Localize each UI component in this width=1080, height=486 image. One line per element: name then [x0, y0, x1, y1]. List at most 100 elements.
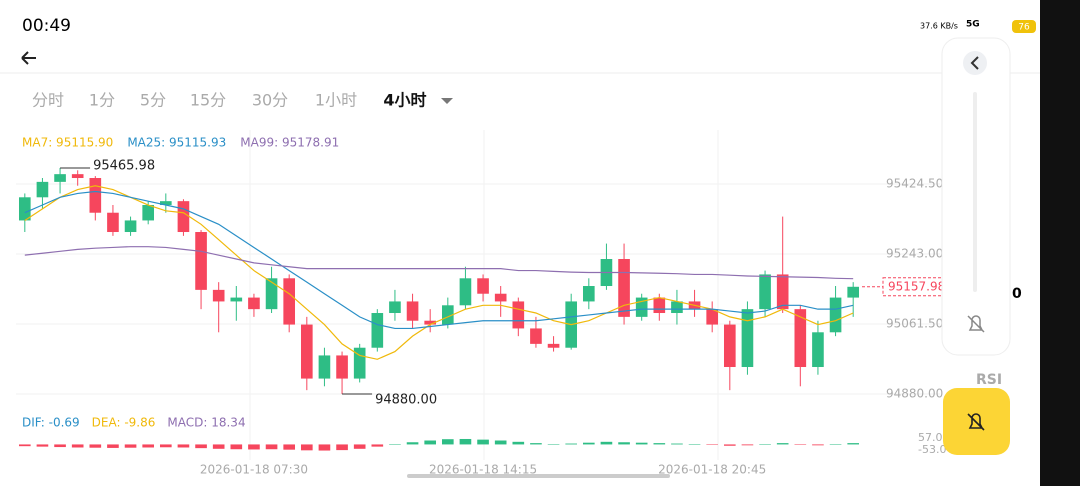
ma-line [24, 246, 854, 280]
macd-bar [336, 444, 348, 451]
candle-body [706, 309, 719, 325]
macd-bar [829, 444, 842, 445]
candle-body [759, 274, 771, 310]
candle-body [477, 278, 489, 294]
macd-tick-label: 57.0 [918, 431, 943, 444]
candle-body [847, 286, 860, 298]
ma-line [24, 185, 854, 360]
candle-body [283, 278, 296, 325]
candle-body [159, 201, 172, 206]
candle-body [794, 309, 807, 368]
candle-body [530, 328, 542, 344]
candle-body [230, 297, 243, 302]
macd-bar [723, 444, 736, 446]
candle-body [829, 297, 842, 333]
mute-icon[interactable] [967, 315, 985, 333]
candle-body [653, 297, 666, 314]
last-price-box [882, 277, 944, 297]
y-tick-label: 95061.50 [886, 317, 943, 331]
candle-body [459, 278, 472, 306]
macd-bar [565, 443, 578, 445]
macd-bar [794, 444, 807, 445]
macd-bar [706, 444, 719, 445]
candle-body [18, 197, 31, 221]
macd-bar [671, 443, 683, 445]
candle-body [547, 343, 560, 348]
macd-bar [477, 439, 489, 445]
candle-body [389, 301, 401, 314]
candle-body [212, 289, 225, 302]
macd-bar [300, 444, 313, 451]
macd-legend: DIF: -0.69 [22, 416, 80, 430]
y-tick-label: 94880.00 [886, 387, 943, 401]
home-bar [407, 474, 670, 478]
cut-label: 0 [1012, 286, 1022, 302]
macd-bar [653, 443, 666, 445]
clock: 00:49 [22, 16, 71, 36]
candle-body [248, 297, 260, 310]
ma-line [24, 190, 854, 330]
chevron [970, 56, 979, 70]
candle-body [671, 301, 683, 314]
interval-tab[interactable]: 分时 [32, 91, 64, 110]
interval-tab[interactable]: 30分 [252, 91, 288, 110]
legend-entry: MA7: 95115.90 [22, 136, 113, 150]
macd-bar [177, 444, 190, 448]
max-label: 95465.98 [93, 158, 155, 173]
macd-bar [688, 444, 701, 445]
interval-tab[interactable]: 15分 [190, 91, 226, 110]
candle-body [336, 355, 348, 379]
macd-bar [759, 444, 771, 445]
dropdown [441, 98, 453, 104]
macd-bar [389, 444, 401, 445]
candle-body [494, 293, 507, 302]
interval-tab[interactable]: 1小时 [315, 91, 357, 110]
candle-body [54, 174, 66, 182]
candle-body [195, 232, 207, 290]
candle-body [512, 301, 525, 329]
candle-body [124, 220, 137, 233]
macd-tick-label: -53.0 [918, 443, 946, 456]
battery [1012, 20, 1036, 33]
macd-bar [424, 440, 437, 445]
legend-entry: MA99: 95178.91 [240, 136, 339, 150]
edge [1040, 0, 1080, 486]
macd-bar [600, 441, 613, 445]
candle-body [300, 324, 313, 379]
macd-bar [371, 444, 384, 447]
macd-bar [248, 444, 260, 450]
speed: 37.6 KB/s [920, 22, 958, 31]
macd-bar [283, 444, 296, 450]
candle-body [107, 212, 119, 233]
candle-body [582, 286, 595, 302]
network: 5G [966, 20, 980, 30]
macd-bar [230, 444, 243, 450]
interval-tab[interactable]: 1分 [89, 91, 115, 110]
macd-bar [776, 443, 789, 445]
legend-entry: MA25: 95115.93 [127, 136, 226, 150]
back-button[interactable] [21, 51, 36, 65]
macd-legend: MACD: 18.34 [167, 416, 245, 430]
candle-body [635, 297, 648, 317]
candle-body [36, 181, 49, 198]
candle-body [71, 174, 84, 179]
macd-bar [54, 444, 66, 448]
rsi-label: RSI [976, 372, 1002, 388]
macd-bar [124, 444, 137, 448]
candle-body [353, 347, 366, 379]
macd-bar [812, 444, 824, 446]
interval-tab[interactable]: 4小时 [383, 91, 426, 110]
macd-bar [195, 444, 207, 449]
interval-tab[interactable]: 5分 [140, 91, 166, 110]
macd-bar [847, 443, 860, 445]
x-tick-label: 2026-01-18 20:45 [658, 463, 766, 477]
slider[interactable] [973, 92, 977, 292]
collapse-button[interactable] [963, 51, 987, 75]
macd-bar [441, 439, 454, 445]
candle-body [265, 278, 278, 310]
macd-bar [18, 444, 31, 447]
candle-body [177, 201, 190, 233]
macd-bar [618, 442, 630, 445]
alert-icon [967, 413, 985, 431]
